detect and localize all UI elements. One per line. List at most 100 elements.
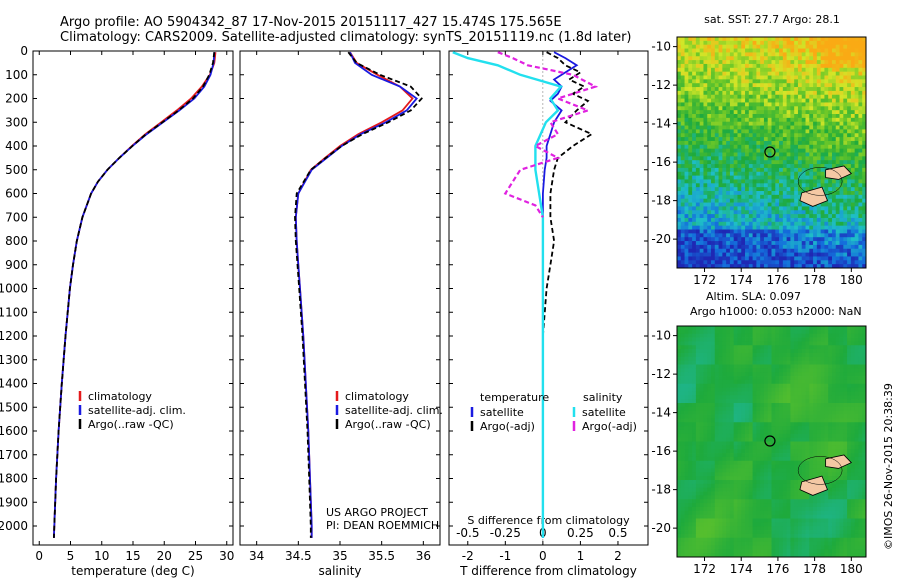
heatmap-cell bbox=[714, 433, 719, 439]
heatmap-cell bbox=[722, 356, 727, 362]
heatmap-cell bbox=[850, 98, 856, 103]
heatmap-cell bbox=[760, 530, 765, 535]
heatmap-cell bbox=[748, 530, 753, 535]
heatmap-cell bbox=[733, 418, 738, 423]
heatmap-cell bbox=[824, 214, 829, 219]
heatmap-cell bbox=[745, 198, 750, 203]
heatmap-cell bbox=[729, 341, 735, 346]
heatmap-cell bbox=[684, 499, 689, 504]
heatmap-cell bbox=[794, 244, 799, 250]
heatmap-cell bbox=[858, 183, 863, 188]
heatmap-cell bbox=[718, 441, 723, 446]
heatmap-cell bbox=[748, 468, 753, 473]
heatmap-cell bbox=[760, 329, 765, 335]
heatmap-cell bbox=[718, 210, 723, 215]
heatmap-cell bbox=[692, 360, 697, 365]
heatmap-cell bbox=[737, 403, 742, 408]
heatmap-cell bbox=[779, 237, 784, 242]
heatmap-cell bbox=[745, 79, 750, 84]
heatmap-cell bbox=[760, 79, 765, 84]
y-tick-label: 1500 bbox=[0, 400, 28, 414]
heatmap-cell bbox=[756, 83, 761, 88]
heatmap-cell bbox=[722, 129, 727, 134]
heatmap-cell bbox=[809, 129, 814, 134]
y-tick-label: -12 bbox=[651, 78, 671, 92]
heatmap-cell bbox=[745, 71, 750, 76]
heatmap-cell bbox=[726, 60, 731, 65]
heatmap-cell bbox=[862, 87, 867, 92]
heatmap-cell bbox=[843, 160, 848, 165]
heatmap-cell bbox=[711, 426, 716, 431]
heatmap-cell bbox=[801, 83, 806, 88]
heatmap-cell bbox=[688, 83, 693, 88]
heatmap-cell bbox=[729, 337, 735, 342]
heatmap-cell bbox=[794, 140, 799, 146]
heatmap-cell bbox=[729, 175, 735, 180]
heatmap-cell bbox=[733, 140, 738, 146]
heatmap-cell bbox=[677, 360, 682, 365]
heatmap-cell bbox=[847, 110, 852, 115]
heatmap-cell bbox=[726, 460, 731, 465]
heatmap-cell bbox=[677, 418, 682, 423]
heatmap-cell bbox=[703, 429, 708, 435]
heatmap-cell bbox=[824, 206, 829, 211]
heatmap-cell bbox=[695, 114, 701, 119]
heatmap-cell bbox=[737, 356, 742, 362]
heatmap-cell bbox=[677, 537, 682, 542]
heatmap-cell bbox=[677, 167, 682, 173]
heatmap-cell bbox=[760, 456, 765, 462]
heatmap-cell bbox=[816, 98, 822, 103]
heatmap-cell bbox=[699, 110, 704, 115]
heatmap-cell bbox=[748, 487, 753, 492]
heatmap-cell bbox=[726, 52, 731, 57]
heatmap-cell bbox=[699, 164, 704, 169]
heatmap-cell bbox=[767, 360, 772, 365]
heatmap-cell bbox=[711, 522, 716, 527]
heatmap-cell bbox=[677, 75, 682, 80]
heatmap-cell bbox=[692, 399, 697, 404]
heatmap-cell bbox=[684, 225, 689, 230]
heatmap-cell bbox=[862, 114, 867, 119]
heatmap-cell bbox=[677, 217, 682, 223]
heatmap-cell bbox=[718, 410, 723, 415]
heatmap-cell bbox=[831, 144, 837, 150]
heatmap-cell bbox=[794, 48, 799, 53]
heatmap-cell bbox=[684, 144, 689, 150]
heatmap-cell bbox=[767, 260, 772, 265]
heatmap-cell bbox=[718, 549, 723, 554]
heatmap-cell bbox=[847, 37, 852, 42]
heatmap-cell bbox=[741, 37, 746, 42]
heatmap-cell bbox=[733, 456, 738, 462]
heatmap-cell bbox=[677, 202, 682, 207]
heatmap-cell bbox=[847, 206, 852, 211]
heatmap-cell bbox=[850, 102, 856, 107]
heatmap-cell bbox=[767, 121, 772, 126]
heatmap-cell bbox=[699, 175, 704, 180]
heatmap-cell bbox=[737, 406, 742, 412]
heatmap-cell bbox=[760, 491, 765, 496]
heatmap-cell bbox=[741, 75, 746, 80]
heatmap-cell bbox=[748, 94, 753, 99]
heatmap-cell bbox=[692, 206, 697, 211]
heatmap-cell bbox=[763, 480, 769, 485]
heatmap-cell bbox=[745, 52, 750, 57]
heatmap-cell bbox=[741, 499, 746, 504]
heatmap-cell bbox=[737, 360, 742, 365]
heatmap-cell bbox=[756, 372, 761, 377]
heatmap-cell bbox=[748, 437, 753, 442]
heatmap-cell bbox=[745, 391, 750, 396]
heatmap-cell bbox=[692, 233, 697, 238]
heatmap-cell bbox=[684, 429, 689, 435]
heatmap-cell bbox=[733, 364, 738, 369]
heatmap-cell bbox=[695, 553, 701, 558]
heatmap-cell bbox=[779, 379, 784, 385]
heatmap-cell bbox=[677, 472, 682, 477]
heatmap-cell bbox=[695, 221, 701, 227]
heatmap-cell bbox=[733, 114, 738, 119]
heatmap-cell bbox=[718, 341, 723, 346]
heatmap-cell bbox=[767, 391, 772, 396]
heatmap-cell bbox=[771, 63, 776, 69]
heatmap-cell bbox=[771, 79, 776, 84]
heatmap-cell bbox=[763, 372, 769, 377]
heatmap-cell bbox=[737, 441, 742, 446]
